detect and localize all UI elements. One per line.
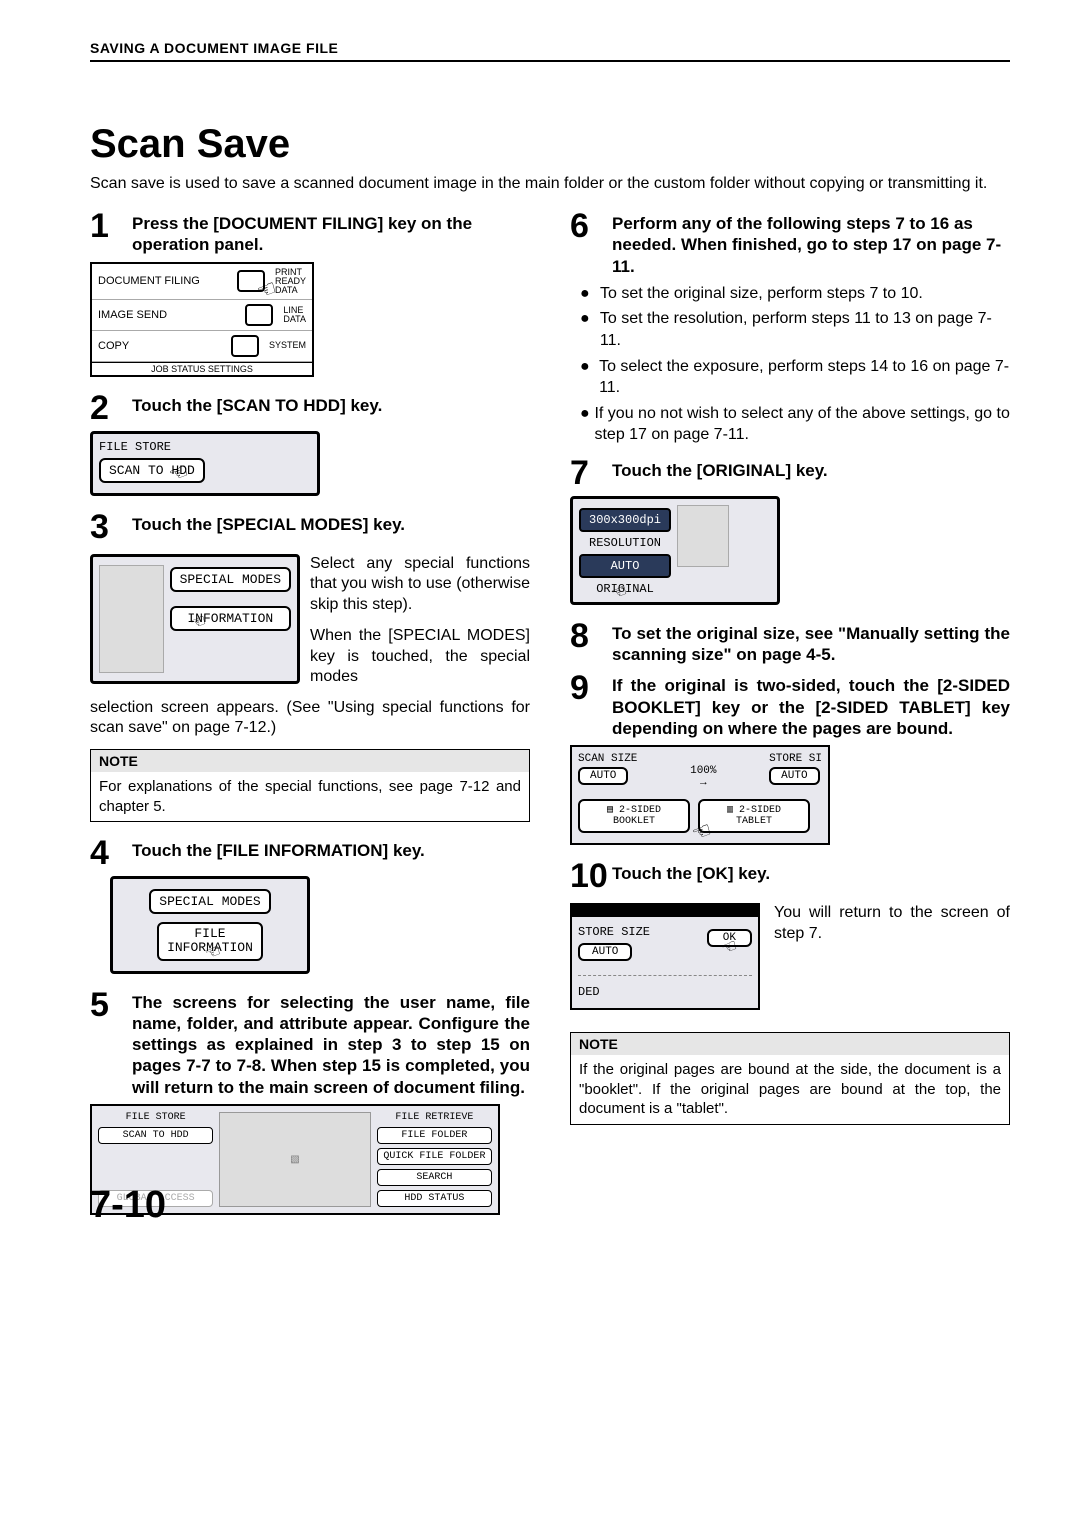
intro-text: Scan save is used to save a scanned docu… [90,175,1010,193]
ui2-file-store-label: FILE STORE [99,440,311,454]
hand-cursor-icon: ☜ [203,941,224,968]
ui5-file-store-label: FILE STORE [98,1112,213,1123]
step-3-body-1: Select any special functions that you wi… [310,554,530,616]
note-1-title: NOTE [91,750,529,772]
step-6-text: Perform any of the following steps 7 to … [612,209,1010,277]
step-3-body-2b: selection screen appears. (See "Using sp… [90,698,530,740]
step-8-num: 8 [570,619,606,653]
search-button[interactable]: SEARCH [377,1169,492,1186]
step-3-ui: SPECIAL MODES INFORMATION ☜ [90,554,300,684]
step-9-text: If the original is two-sided, touch the … [612,671,1010,739]
file-information-button[interactable]: FILEINFORMATION ☜ [157,922,263,961]
left-column: 1 Press the [DOCUMENT FILING] key on the… [90,209,530,1227]
step-3-body-2a: When the [SPECIAL MODES] key is touched,… [310,626,530,688]
two-sided-booklet-button[interactable]: ▤ 2-SIDEDBOOKLET [578,799,690,833]
bullet-2: To set the resolution, perform steps 11 … [600,308,1010,351]
step-10-text: Touch the [OK] key. [612,859,1010,884]
step-5-num: 5 [90,988,126,1022]
page-title: Scan Save [90,122,1010,167]
right-column: 6 Perform any of the following steps 7 t… [570,209,1010,1227]
quick-file-folder-button[interactable]: QUICK FILE FOLDER [377,1148,492,1165]
ui5-file-retrieve-label: FILE RETRIEVE [377,1112,492,1123]
original-label: ORIGINAL ☜ [579,582,671,596]
page-header: SAVING A DOCUMENT IMAGE FILE [90,40,1010,62]
note-2-body: If the original pages are bound at the s… [571,1055,1009,1124]
hdd-status-button[interactable]: HDD STATUS [377,1190,492,1207]
step-7-num: 7 [570,456,606,490]
step-6-num: 6 [570,209,606,243]
bullet-icon: ● [580,403,594,425]
panel-right-1: PRINT READY DATA [275,268,306,295]
step-6-bullets: ●To set the original size, perform steps… [570,283,1010,446]
ok-button[interactable]: OK ☜ [707,929,752,947]
step-2-num: 2 [90,391,126,425]
step-1-text: Press the [DOCUMENT FILING] key on the o… [132,209,530,256]
store-size-auto-button[interactable]: AUTO [769,767,819,785]
thumbnail-icon [677,505,729,567]
step-9-ui: SCAN SIZE AUTO 100% → STORE SI AUTO ▤ 2-… [570,745,830,845]
step-10-body: You will return to the screen of step 7. [774,903,1010,945]
note-box-1: NOTE For explanations of the special fun… [90,749,530,822]
panel-image-send-label: IMAGE SEND [98,309,239,321]
bullet-icon: ● [580,356,599,378]
panel-footer: JOB STATUS SETTINGS [92,362,312,375]
step-1-num: 1 [90,209,126,243]
panel-doc-filing-label: DOCUMENT FILING [98,275,231,287]
auto-button[interactable]: AUTO [579,554,671,578]
step-3-num: 3 [90,510,126,544]
bullet-4: If you no not wish to select any of the … [594,403,1010,446]
panel-right-3: SYSTEM [269,341,306,350]
hand-cursor-icon: ☜ [719,934,740,963]
note-2-title: NOTE [571,1033,1009,1055]
special-modes-button[interactable]: SPECIAL MODES [170,567,291,592]
store-size-label-2: STORE SIZE [578,925,650,939]
ded-label: DED [578,985,600,999]
page-number: 7-10 [90,1184,166,1227]
step-4-text: Touch the [FILE INFORMATION] key. [132,836,530,861]
step-10-num: 10 [570,859,606,893]
resolution-value-button[interactable]: 300x300dpi [579,508,671,532]
note-1-body: For explanations of the special function… [91,772,529,821]
file-folder-button[interactable]: FILE FOLDER [377,1127,492,1144]
step-3-text: Touch the [SPECIAL MODES] key. [132,510,530,535]
step-7-text: Touch the [ORIGINAL] key. [612,456,1010,481]
store-size-label: STORE SI [769,753,822,765]
step-4-num: 4 [90,836,126,870]
information-button[interactable]: INFORMATION ☜ [170,606,291,631]
step-10-ui: STORE SIZE AUTO OK ☜ DED [570,903,760,1010]
panel-copy-label: COPY [98,340,225,352]
panel-right-2: LINE DATA [283,306,306,324]
resolution-label: RESOLUTION [579,536,671,550]
scan-to-hdd-button-2[interactable]: SCAN TO HDD [98,1127,213,1144]
two-sided-tablet-button[interactable]: ▥ 2-SIDEDTABLET [698,799,810,833]
copy-key[interactable] [231,335,259,357]
scan-size-auto-button[interactable]: AUTO [578,767,628,785]
step-4-ui: SPECIAL MODES FILEINFORMATION ☜ [110,876,310,974]
store-size-auto-button-2[interactable]: AUTO [578,943,632,961]
zoom-label: 100% [690,765,716,777]
bullet-3: To select the exposure, perform steps 14… [599,356,1010,399]
image-send-key[interactable] [245,304,273,326]
bullet-icon: ● [580,283,600,305]
step-8-text: To set the original size, see "Manually … [612,619,1010,666]
step-2-text: Touch the [SCAN TO HDD] key. [132,391,530,416]
arrow-icon: → [690,777,716,789]
special-modes-button-2[interactable]: SPECIAL MODES [149,889,270,914]
printer-illustration: ▧ [219,1112,371,1207]
bullet-1: To set the original size, perform steps … [600,283,923,305]
scan-size-label: SCAN SIZE [578,753,637,765]
step-7-ui: 300x300dpi RESOLUTION AUTO ORIGINAL ☜ [570,496,780,605]
step-9-num: 9 [570,671,606,705]
note-box-2: NOTE If the original pages are bound at … [570,1032,1010,1125]
step-2-ui: FILE STORE SCAN TO HDD ☜ [90,431,320,496]
step-5-text: The screens for selecting the user name,… [132,988,530,1098]
bullet-icon: ● [580,308,600,330]
operation-panel-illustration: DOCUMENT FILING ☜ PRINT READY DATA IMAGE… [90,262,314,377]
